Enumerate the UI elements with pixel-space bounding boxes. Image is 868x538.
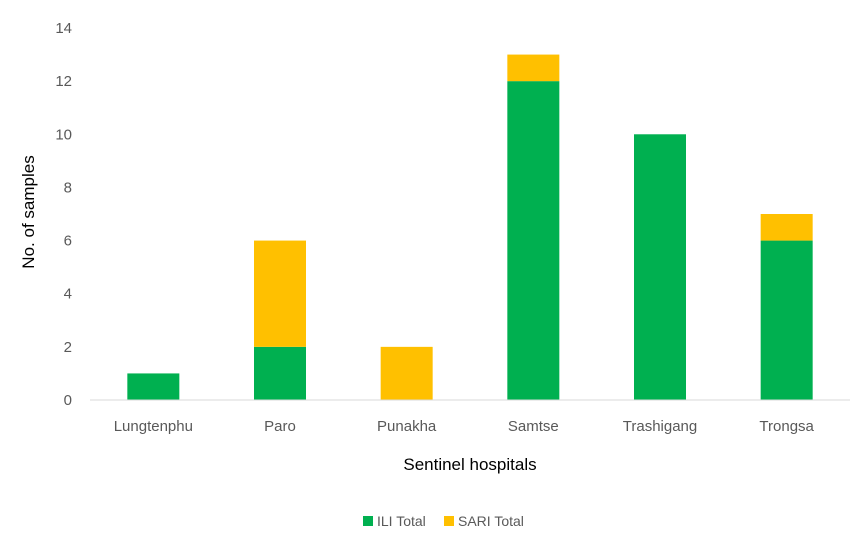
legend-swatch-sari-total <box>444 516 454 526</box>
bar-sari-total-punakha <box>380 346 433 400</box>
y-tick-label: 0 <box>64 392 72 409</box>
bar-ili-total-samtse <box>507 81 560 401</box>
x-tick-label: Samtse <box>508 418 559 435</box>
y-tick-label: 10 <box>55 126 72 143</box>
y-axis-tick-labels: 0 2 4 6 8 10 12 14 <box>55 20 72 409</box>
legend: ILI Total SARI Total <box>363 513 524 529</box>
bar-sari-total-samtse <box>507 54 560 82</box>
y-axis-title: No. of samples <box>19 155 38 268</box>
x-tick-label: Paro <box>264 418 296 435</box>
x-tick-label: Trashigang <box>623 418 698 435</box>
y-tick-label: 12 <box>55 73 72 90</box>
x-axis-title: Sentinel hospitals <box>403 455 536 474</box>
bar-ili-total-trongsa <box>760 240 813 400</box>
y-tick-label: 8 <box>64 179 72 196</box>
y-tick-label: 2 <box>64 339 72 356</box>
x-axis-tick-labels: Lungtenphu Paro Punakha Samtse Trashigang Tro… <box>114 418 815 435</box>
x-tick-label: Trongsa <box>759 418 814 435</box>
bar-sari-total-paro <box>254 240 306 347</box>
y-tick-label: 14 <box>55 20 72 37</box>
legend-label: SARI Total <box>458 513 524 529</box>
legend-swatch-ili-total <box>363 516 373 526</box>
bar-ili-total-lungtenphu <box>127 373 180 400</box>
bar-ili-total-trashigang <box>634 134 686 401</box>
y-tick-label: 6 <box>64 233 72 250</box>
bar-sari-total-trongsa <box>760 214 813 241</box>
y-tick-label: 4 <box>64 286 72 303</box>
bars <box>127 54 813 401</box>
x-tick-label: Punakha <box>377 418 437 435</box>
legend-label: ILI Total <box>377 513 426 529</box>
bar-ili-total-paro <box>254 346 306 400</box>
x-tick-label: Lungtenphu <box>114 418 193 435</box>
